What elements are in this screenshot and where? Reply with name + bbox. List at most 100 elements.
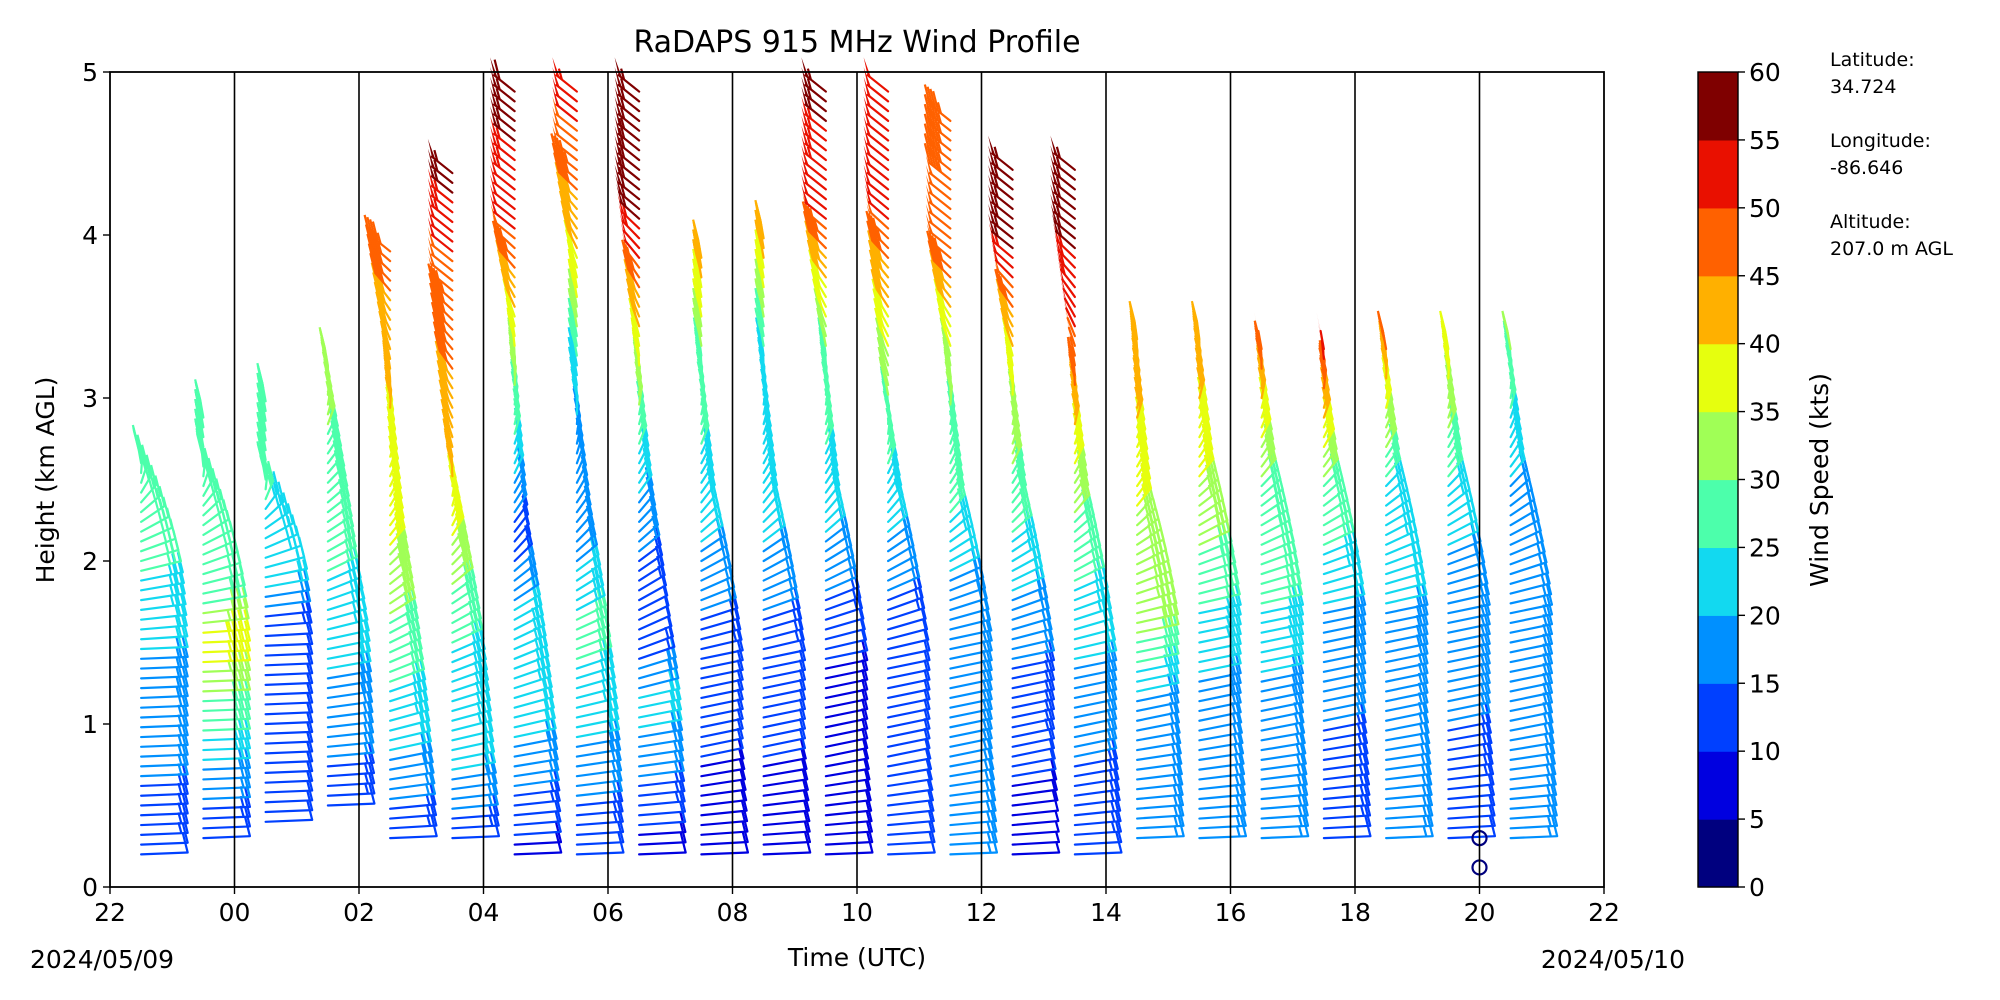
barb-shaft	[389, 750, 433, 761]
barb-full	[141, 444, 149, 465]
wind-profile-column	[318, 326, 376, 807]
barb-half	[159, 520, 165, 532]
barb-shaft	[140, 483, 158, 504]
barb-full	[388, 445, 396, 466]
barb-half	[381, 300, 387, 312]
barb-full	[382, 347, 391, 368]
barb-shaft	[451, 566, 474, 585]
barb-shaft	[202, 717, 252, 722]
barb-half	[270, 484, 276, 497]
barb-full	[194, 384, 203, 405]
barb-shaft	[326, 802, 376, 807]
barb-shaft	[264, 789, 314, 794]
barb-shaft	[389, 546, 409, 566]
barb-shaft	[140, 560, 183, 572]
barb-shaft	[389, 678, 427, 693]
barb-shaft	[326, 751, 375, 758]
barb-half	[284, 526, 290, 539]
wind-barb	[256, 372, 267, 413]
barb-shaft	[389, 647, 423, 664]
barb-shaft	[140, 851, 189, 856]
barb-shaft	[451, 782, 498, 791]
barb-shaft	[202, 497, 223, 517]
barb-half	[379, 280, 386, 293]
barb-shaft	[202, 805, 252, 810]
barb-shaft	[140, 645, 189, 651]
barb-shaft	[202, 594, 248, 605]
barb-shaft	[264, 740, 314, 745]
barb-shaft	[140, 665, 189, 670]
barb-half	[393, 503, 399, 515]
barb-shaft	[451, 835, 501, 840]
barb-shaft	[451, 617, 483, 634]
barb-half	[440, 300, 446, 313]
barb-full	[382, 337, 390, 359]
barb-shaft	[326, 639, 371, 651]
barb-shaft	[326, 524, 355, 543]
barb-shaft	[389, 556, 411, 576]
barb-shaft	[451, 637, 485, 654]
wind-barb	[256, 401, 267, 442]
barb-full	[444, 435, 452, 456]
barb-shaft	[140, 841, 189, 846]
barb-shaft	[202, 649, 252, 654]
barb-half	[301, 611, 307, 624]
barb-half	[267, 474, 273, 487]
wind-profile-column	[427, 138, 501, 840]
barb-shaft	[202, 698, 252, 703]
barb-shaft	[451, 526, 467, 546]
barb-half	[259, 445, 265, 457]
barb-half	[154, 499, 160, 511]
barb-half	[445, 417, 451, 430]
barb-half	[392, 483, 398, 496]
barb-full	[282, 492, 290, 513]
wind-barb	[194, 379, 205, 419]
wind-profile-column	[131, 424, 189, 856]
barb-shaft	[389, 566, 412, 585]
barb-shaft	[326, 741, 375, 748]
barb-shaft	[202, 766, 252, 771]
barb-half	[281, 516, 287, 528]
barb-shaft	[264, 642, 314, 647]
barb-shaft	[202, 550, 239, 566]
barb-shaft	[326, 690, 373, 700]
barb-shaft	[326, 731, 375, 739]
barb-shaft	[389, 782, 436, 791]
barb-shaft	[451, 576, 476, 595]
barb-full	[162, 496, 170, 518]
barb-shaft	[326, 659, 372, 670]
barb-half	[147, 478, 154, 491]
wind-barb	[363, 214, 392, 253]
wind-barb	[256, 362, 267, 403]
barb-shaft	[202, 688, 252, 693]
barb-shaft	[264, 522, 294, 540]
barb-shaft	[326, 629, 370, 641]
barb-shaft	[326, 404, 336, 426]
barb-shaft	[326, 454, 344, 475]
barb-shaft	[264, 479, 275, 501]
barb-shaft	[202, 529, 233, 546]
wind-profile-column	[256, 362, 314, 823]
barb-shaft	[202, 727, 252, 732]
barb-half	[278, 505, 284, 518]
barb-half	[381, 310, 388, 322]
barb-shaft	[202, 518, 230, 537]
barb-shaft	[326, 792, 376, 797]
barb-shaft	[264, 589, 311, 598]
barb-half	[167, 563, 173, 575]
barb-shaft	[264, 511, 290, 530]
barb-shaft	[202, 737, 252, 742]
barb-full	[194, 423, 203, 444]
barb-half	[442, 339, 448, 352]
barb-shaft	[389, 813, 438, 820]
barb-shaft	[389, 657, 424, 673]
barb-shaft	[451, 709, 492, 722]
barb-half	[488, 814, 494, 827]
barb-shaft	[389, 792, 437, 801]
barb-shaft	[140, 685, 189, 690]
barb-shaft	[140, 831, 189, 836]
barb-half	[379, 271, 385, 283]
barb-shaft	[140, 802, 189, 807]
barb-shaft	[326, 504, 352, 523]
barb-full	[266, 463, 274, 484]
